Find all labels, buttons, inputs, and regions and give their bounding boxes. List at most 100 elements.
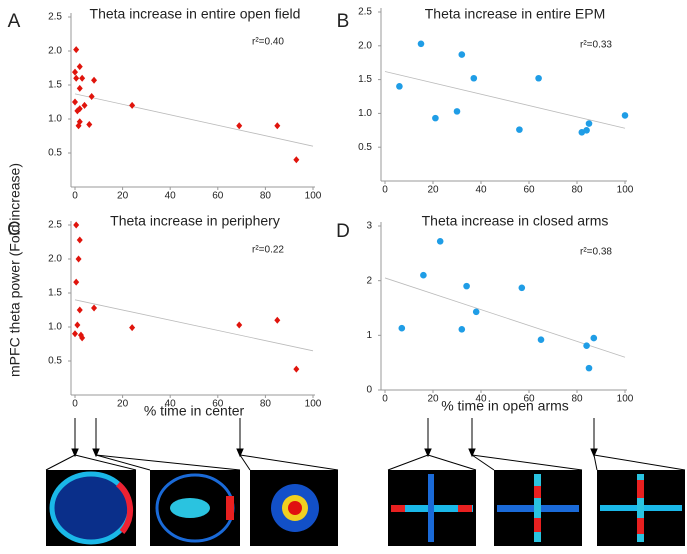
x-tick-label: 0	[382, 394, 388, 405]
panel-letter: B	[337, 11, 350, 32]
point	[420, 271, 427, 279]
point	[129, 324, 136, 332]
point	[621, 112, 629, 119]
x-tick-label: 80	[571, 185, 583, 196]
y-tick-label: 0.5	[358, 142, 372, 153]
y-axis-label: mPFC theta power (Fold increase)	[7, 163, 23, 377]
y-tick-label: 2	[366, 275, 372, 286]
point	[75, 122, 82, 130]
point	[518, 284, 526, 292]
x-tick-label: 100	[305, 399, 322, 410]
point	[516, 126, 523, 133]
point	[463, 282, 470, 290]
panel-letter: C	[7, 219, 21, 240]
x-tick-label: 0	[382, 185, 388, 196]
x-tick-label: 100	[617, 394, 634, 405]
point	[472, 308, 480, 316]
point	[76, 236, 83, 244]
x-tick-label: 100	[617, 185, 634, 196]
point	[585, 120, 593, 127]
y-tick-label: 0.5	[48, 356, 62, 367]
point	[274, 316, 281, 324]
y-tick-label: 2.0	[48, 254, 62, 265]
y-tick-label: 0.5	[48, 148, 62, 159]
annotation: r²=0.22	[252, 245, 284, 256]
point	[583, 342, 590, 350]
point	[76, 306, 83, 314]
y-tick-label: 2.5	[48, 220, 62, 231]
x-tick-label: 20	[117, 191, 129, 202]
y-tick-label: 2.0	[48, 46, 62, 57]
point	[72, 330, 78, 338]
y-tick-label: 2.5	[358, 7, 372, 18]
point	[396, 83, 403, 90]
x-axis-label: % time in open arms	[441, 398, 569, 414]
point	[73, 278, 80, 286]
panel-letter: D	[336, 221, 350, 242]
panel-letter: A	[8, 11, 21, 32]
point	[72, 68, 78, 76]
y-tick-label: 3	[366, 221, 372, 232]
y-tick-label: 2.0	[358, 40, 372, 51]
x-tick-label: 20	[117, 399, 129, 410]
point	[436, 238, 444, 245]
point	[535, 74, 542, 82]
point	[453, 108, 461, 115]
point	[88, 93, 95, 101]
y-tick-label: 1.0	[48, 114, 62, 125]
x-tick-label: 40	[475, 185, 487, 196]
point	[75, 255, 82, 263]
x-axis-label: % time in center	[144, 403, 245, 419]
point	[129, 101, 136, 109]
annotation: r²=0.38	[580, 247, 612, 258]
point	[91, 76, 98, 84]
annotation: r²=0.40	[252, 37, 284, 48]
point	[81, 101, 88, 109]
x-tick-label: 40	[165, 399, 177, 410]
point	[76, 84, 83, 92]
x-tick-label: 100	[305, 191, 322, 202]
x-tick-label: 60	[212, 191, 224, 202]
x-tick-label: 60	[523, 394, 535, 405]
trend-line	[384, 71, 626, 129]
point	[73, 221, 80, 229]
trend-line	[74, 93, 314, 147]
point	[236, 122, 243, 130]
chart-title: Theta increase in entire open field	[90, 6, 301, 22]
y-tick-label: 1.0	[48, 322, 62, 333]
point	[91, 304, 98, 312]
y-tick-label: 1.5	[48, 80, 62, 91]
point	[293, 365, 300, 373]
point	[458, 51, 466, 58]
point	[79, 74, 86, 82]
point	[537, 336, 545, 344]
x-tick-label: 80	[260, 399, 272, 410]
point	[470, 74, 478, 82]
point	[458, 326, 466, 333]
point	[72, 98, 78, 106]
y-tick-label: 1.0	[358, 108, 372, 119]
y-tick-label: 1.5	[358, 74, 372, 85]
x-tick-label: 20	[427, 185, 439, 196]
point	[585, 364, 593, 372]
chart-title: Theta increase in entire EPM	[425, 6, 606, 22]
heatmap-panel	[45, 418, 686, 471]
point	[398, 324, 406, 332]
chart-title: Theta increase in periphery	[110, 213, 280, 229]
annotation: r²=0.33	[580, 40, 612, 51]
point	[432, 114, 439, 122]
y-tick-label: 0	[366, 385, 372, 396]
point	[86, 120, 93, 128]
chart-title: Theta increase in closed arms	[422, 213, 609, 229]
x-tick-label: 20	[427, 394, 439, 405]
trend-line	[74, 299, 314, 352]
x-tick-label: 40	[165, 191, 177, 202]
x-tick-label: 60	[523, 185, 535, 196]
point	[293, 156, 300, 164]
y-tick-label: 1	[366, 330, 372, 341]
point	[76, 63, 83, 71]
x-tick-label: 0	[72, 399, 78, 410]
x-tick-label: 80	[571, 394, 583, 405]
x-tick-label: 60	[212, 399, 224, 410]
